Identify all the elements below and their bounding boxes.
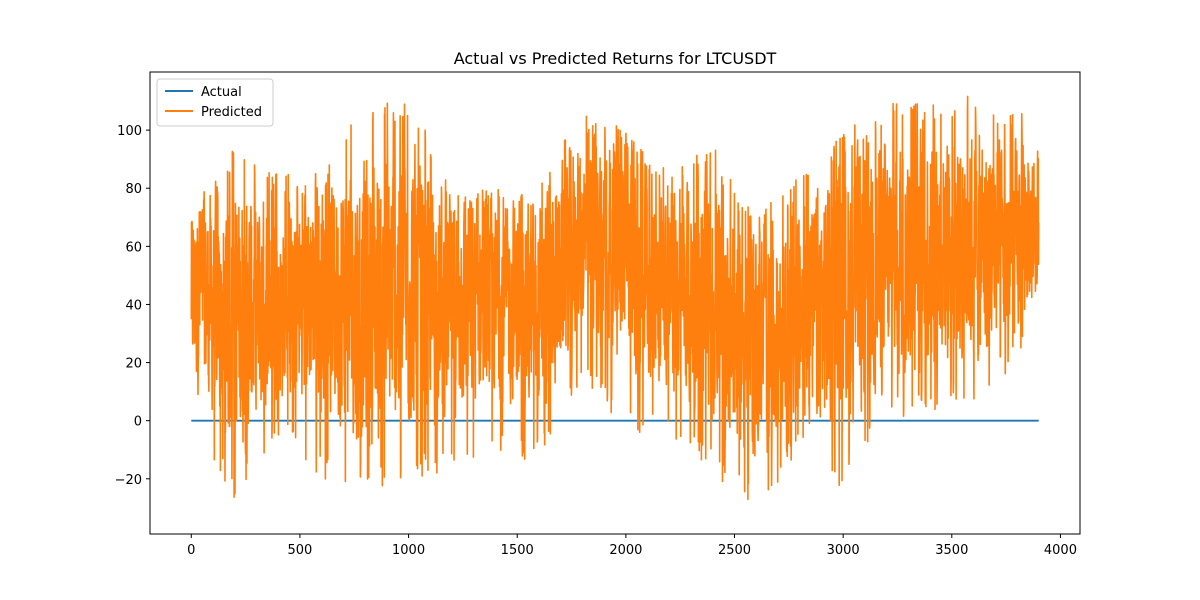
y-tick-label: −20 <box>115 473 142 488</box>
x-tick-label: 1000 <box>392 543 425 558</box>
x-tick-label: 1500 <box>501 543 534 558</box>
x-tick-label: 2000 <box>609 543 642 558</box>
y-tick-label: 60 <box>125 240 142 255</box>
y-tick-label: 0 <box>134 415 142 430</box>
x-tick-label: 0 <box>187 543 195 558</box>
y-tick-label: 20 <box>125 357 142 372</box>
x-tick-label: 3500 <box>935 543 968 558</box>
x-tick-label: 2500 <box>718 543 751 558</box>
legend-label-actual: Actual <box>201 85 242 100</box>
y-tick-label: 80 <box>125 182 142 197</box>
x-tick-label: 3000 <box>827 543 860 558</box>
x-axis: 0 500 1000 1500 2000 2500 3000 3500 4000 <box>187 534 1077 558</box>
x-tick-label: 4000 <box>1044 543 1077 558</box>
chart-title: Actual vs Predicted Returns for LTCUSDT <box>454 49 777 68</box>
y-axis: −20 0 20 40 60 80 100 <box>115 124 150 488</box>
legend: Actual Predicted <box>156 78 274 127</box>
plot-area-frame <box>149 71 1081 535</box>
y-tick-label: 100 <box>117 124 142 139</box>
y-tick-label: 40 <box>125 298 142 313</box>
x-tick-label: 500 <box>288 543 313 558</box>
legend-label-predicted: Predicted <box>201 105 262 120</box>
series-line-predicted <box>190 95 1040 501</box>
